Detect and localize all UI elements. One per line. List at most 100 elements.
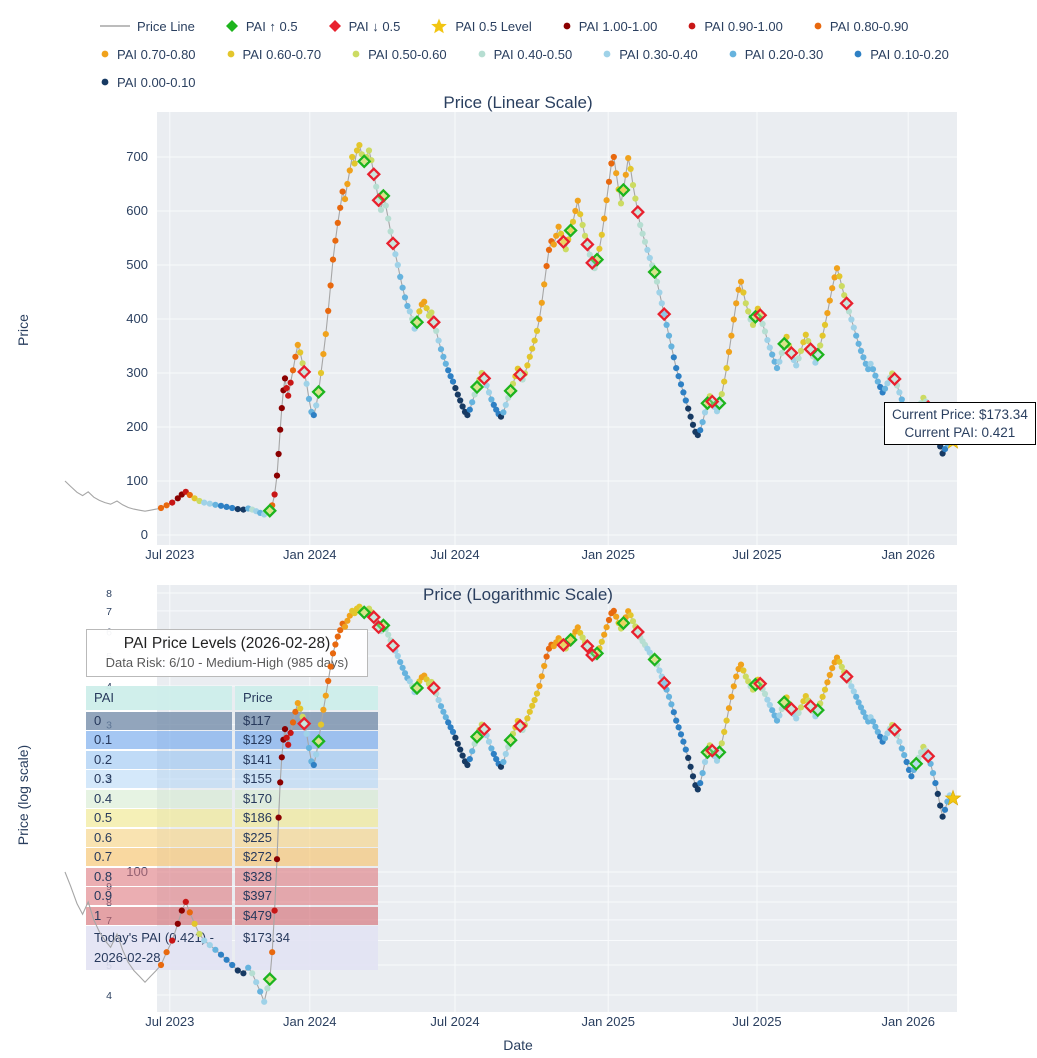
pai-cell: 0.7 xyxy=(86,848,232,866)
legend-item-pai-0.70-0.80[interactable]: PAI 0.70-0.80 xyxy=(100,47,196,62)
y-tick-label: 400 xyxy=(126,311,148,326)
price-linear-chart[interactable]: Jul 2023 Jan 2024 Jul 2024 Jan 2025 Jul 2025… xyxy=(0,92,1037,570)
dot-icon xyxy=(478,50,486,58)
price-cell: $225 xyxy=(235,828,378,847)
dot-icon xyxy=(101,78,109,86)
table-row: 0 $117 xyxy=(86,711,378,730)
pai-cell: 0.5 xyxy=(86,809,232,827)
table-row: 0.7 $272 xyxy=(86,848,378,866)
price-cell: $117 xyxy=(235,711,378,730)
chart-legend: Price Line PAI ↑ 0.5 PAI ↓ 0.5 PAI 0.5 Leve… xyxy=(100,12,1000,96)
x-axis-title: Date xyxy=(503,1037,533,1053)
price-cell: $479 xyxy=(235,906,378,925)
legend-item-label: PAI 0.90-1.00 xyxy=(704,18,783,34)
legend-item-label: PAI 0.20-0.30 xyxy=(744,46,824,62)
y-tick-label: 4 xyxy=(106,990,112,1002)
table-row: 0.1 $129 xyxy=(86,731,378,749)
table-row: 0.2 $141 xyxy=(86,750,378,769)
x-tick-label: Jan 2024 xyxy=(283,547,337,562)
pai-cell: 0.4 xyxy=(86,789,232,808)
table-row: 0.5 $186 xyxy=(86,809,378,827)
legend-item-pai-0.10-0.20[interactable]: PAI 0.10-0.20 xyxy=(853,47,949,62)
pai-cell: 0.1 xyxy=(86,731,232,749)
legend-item-pai-0.90-1.00[interactable]: PAI 0.90-1.00 xyxy=(687,19,783,34)
pai-cell: Today's PAI (0.421) - 2026-02-28 xyxy=(86,926,232,970)
dot-icon xyxy=(814,22,822,30)
legend-item-label: PAI 0.50-0.60 xyxy=(368,46,447,62)
legend-item-pai-0.20-0.30[interactable]: PAI 0.20-0.30 xyxy=(728,46,824,62)
pai-cell: 1 xyxy=(86,906,232,925)
header-price: Price xyxy=(235,686,378,710)
legend-item-pai-0.40-0.50[interactable]: PAI 0.40-0.50 xyxy=(477,47,572,62)
legend-item-label: Price Line xyxy=(137,18,195,34)
y-grid: 0 100 200 300 400 500 600 700 xyxy=(126,149,957,542)
legend-item-label: PAI 1.00-1.00 xyxy=(578,18,658,34)
plot-area xyxy=(157,112,957,545)
legend-item-label: PAI 0.5 Level xyxy=(455,18,532,34)
table-row: 1 $479 xyxy=(86,906,378,925)
header-pai: PAI xyxy=(86,686,232,710)
diamond-icon xyxy=(328,20,341,32)
legend-row: Price Line PAI ↑ 0.5 PAI ↓ 0.5 PAI 0.5 Leve… xyxy=(100,12,1000,40)
legend-item-label: PAI 0.60-0.70 xyxy=(242,46,322,62)
pai-markers xyxy=(157,142,957,518)
price-cell: $272 xyxy=(235,848,378,866)
legend-item-pai-0.60-0.70[interactable]: PAI 0.60-0.70 xyxy=(226,46,322,62)
legend-item-label: PAI 0.70-0.80 xyxy=(117,46,196,62)
legend-item-label: PAI ↑ 0.5 xyxy=(245,18,298,34)
legend-item-label: PAI 0.10-0.20 xyxy=(870,46,949,62)
star-icon xyxy=(431,18,448,33)
price-cell: $170 xyxy=(235,789,378,808)
y-tick-label: 100 xyxy=(126,473,148,488)
y-tick-label: 300 xyxy=(126,365,148,380)
price-cell: $129 xyxy=(235,731,378,749)
legend-item-pai-0.30-0.40[interactable]: PAI 0.30-0.40 xyxy=(602,47,698,62)
legend-item-pai-0.5[interactable]: PAI ↑ 0.5 xyxy=(225,19,298,34)
legend-item-pai-0.5[interactable]: PAI ↓ 0.5 xyxy=(328,18,401,34)
legend-item-label: PAI 0.80-0.90 xyxy=(829,18,909,34)
legend-item-pai-1.00-1.00[interactable]: PAI 1.00-1.00 xyxy=(562,18,658,34)
pai-cell: 0.8 xyxy=(86,867,232,886)
legend-item-price-line[interactable]: Price Line xyxy=(100,19,195,34)
legend-item-label: PAI ↓ 0.5 xyxy=(348,18,401,34)
pai-price-levels-table: PAI Price 0 $117 0.1 $129 0.2 $141 0.3 $155 0.4 $17… xyxy=(86,686,378,972)
price-line xyxy=(64,143,954,516)
price-cell: $141 xyxy=(235,750,378,769)
y-tick-label: 8 xyxy=(106,588,112,600)
x-tick-label: Jul 2024 xyxy=(430,547,479,562)
legend-item-pai-0.00-0.10[interactable]: PAI 0.00-0.10 xyxy=(100,75,196,90)
legend-item-pai-0.80-0.90[interactable]: PAI 0.80-0.90 xyxy=(813,18,909,34)
y-tick-label: 200 xyxy=(126,419,148,434)
x-tick-label: Jan 2025 xyxy=(581,547,635,562)
y-axis-title: Price (log scale) xyxy=(15,745,31,845)
chart-title: Price (Linear Scale) xyxy=(443,93,592,112)
pai-cell: 0.3 xyxy=(86,770,232,788)
current-pai-value: Current PAI: 0.421 xyxy=(904,424,1016,440)
price-cell: $173.34 xyxy=(235,926,378,970)
y-tick-label: 500 xyxy=(126,257,148,272)
pai-cell: 0.9 xyxy=(86,887,232,905)
dot-icon xyxy=(563,22,571,30)
x-tick-label: Jul 2023 xyxy=(145,547,194,562)
legend-item-pai-0.50-0.60[interactable]: PAI 0.50-0.60 xyxy=(351,47,447,62)
current-price-tooltip: Current Price: $173.34 Current PAI: 0.42… xyxy=(884,402,1036,446)
dot-icon xyxy=(729,50,737,58)
pai-levels-title: PAI Price Levels (2026-02-28) xyxy=(123,635,331,652)
pai-cell: 0 xyxy=(86,711,232,730)
legend-item-label: PAI 0.00-0.10 xyxy=(117,74,196,90)
data-risk-subtitle: Data Risk: 6/10 - Medium-High (985 days) xyxy=(105,655,349,670)
chart-title: Price (Logarithmic Scale) xyxy=(423,585,613,604)
y-tick-label: 700 xyxy=(126,149,148,164)
y-tick-label: 7 xyxy=(106,606,112,618)
legend-row: PAI 0.00-0.10 xyxy=(100,68,1000,96)
pai-cell: 0.2 xyxy=(86,750,232,769)
legend-item-pai-0.5-level[interactable]: PAI 0.5 Level xyxy=(430,18,532,35)
price-cell: $328 xyxy=(235,867,378,886)
price-line-icon xyxy=(100,25,130,27)
dot-icon xyxy=(688,22,696,30)
price-cell: $397 xyxy=(235,887,378,905)
table-row: 0.9 $397 xyxy=(86,887,378,905)
dot-icon xyxy=(352,50,360,58)
cross-down-markers xyxy=(297,167,936,415)
